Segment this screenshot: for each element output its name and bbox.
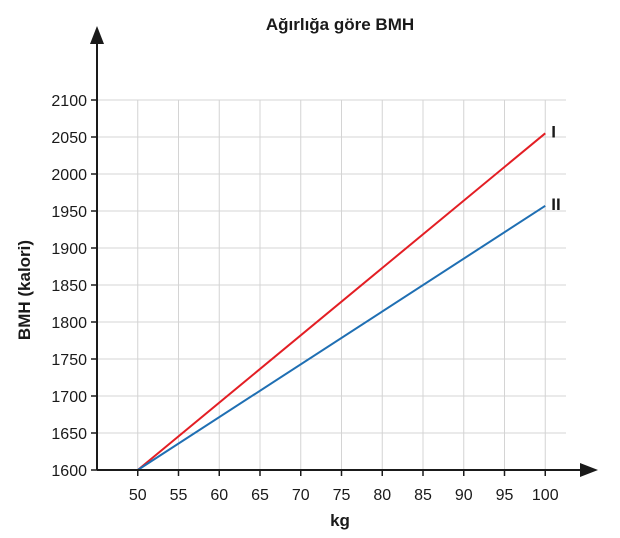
ticks: 1600 1650 1700 1750 1800 1850 1900 1950 2000 2050… xyxy=(51,93,558,504)
x-axis-label: kg xyxy=(330,511,350,530)
gridlines xyxy=(97,99,566,470)
series-line-1 xyxy=(137,132,546,471)
y-tick-label: 1850 xyxy=(51,278,87,295)
series-label-1: I xyxy=(551,122,556,141)
x-axis-arrow-icon xyxy=(580,463,598,477)
y-tick-label: 2050 xyxy=(51,130,87,147)
series-line-2 xyxy=(137,204,546,471)
series-lines: III xyxy=(137,122,561,471)
x-tick-label: 50 xyxy=(129,487,147,504)
y-tick-label: 2100 xyxy=(51,93,87,110)
series-label-2: II xyxy=(551,195,560,214)
y-tick-label: 1900 xyxy=(51,241,87,258)
x-tick-label: 75 xyxy=(333,487,351,504)
y-tick-label: 1800 xyxy=(51,315,87,332)
y-tick-label: 2000 xyxy=(51,167,87,184)
y-tick-label: 1650 xyxy=(51,426,87,443)
chart-title: Ağırlığa göre BMH xyxy=(266,15,414,34)
y-tick-label: 1600 xyxy=(51,463,87,480)
axes xyxy=(90,26,598,477)
y-tick-label: 1700 xyxy=(51,389,87,406)
y-tick-label: 1950 xyxy=(51,204,87,221)
x-tick-label: 95 xyxy=(496,487,514,504)
x-tick-label: 70 xyxy=(292,487,310,504)
x-tick-label: 80 xyxy=(373,487,391,504)
x-tick-label: 85 xyxy=(414,487,432,504)
x-tick-label: 65 xyxy=(251,487,269,504)
y-axis-label: BMH (kalori) xyxy=(15,240,34,340)
y-tick-label: 1750 xyxy=(51,352,87,369)
x-tick-label: 100 xyxy=(532,487,559,504)
x-tick-label: 60 xyxy=(210,487,228,504)
x-tick-label: 90 xyxy=(455,487,473,504)
y-axis-arrow-icon xyxy=(90,26,104,44)
x-tick-label: 55 xyxy=(170,487,188,504)
